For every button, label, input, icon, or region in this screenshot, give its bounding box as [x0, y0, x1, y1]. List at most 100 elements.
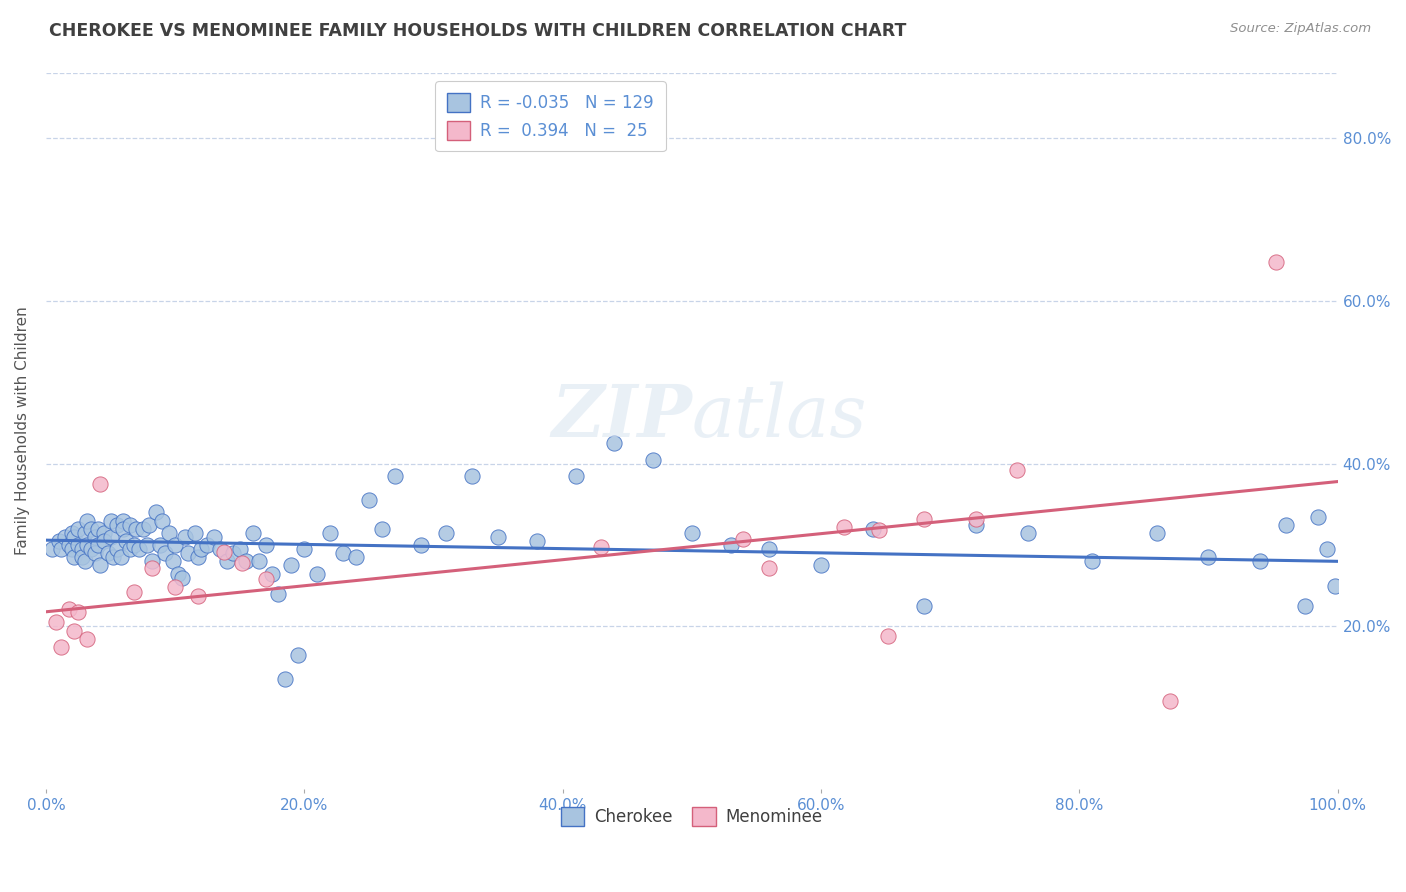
Point — [267, 587, 290, 601]
Point — [162, 554, 184, 568]
Point — [877, 629, 900, 643]
Point — [832, 520, 855, 534]
Point — [86, 538, 108, 552]
Point — [247, 554, 270, 568]
Point — [112, 514, 135, 528]
Point — [202, 530, 225, 544]
Point — [76, 514, 98, 528]
Point — [100, 530, 122, 544]
Point — [76, 538, 98, 552]
Point — [965, 517, 987, 532]
Point — [70, 550, 93, 565]
Point — [1007, 463, 1029, 477]
Point — [344, 550, 367, 565]
Point — [254, 538, 277, 552]
Point — [51, 640, 73, 654]
Point — [53, 530, 76, 544]
Point — [60, 525, 83, 540]
Point — [215, 554, 238, 568]
Point — [86, 522, 108, 536]
Point — [733, 532, 755, 546]
Point — [287, 648, 309, 662]
Point — [1081, 554, 1104, 568]
Point — [141, 554, 163, 568]
Point — [132, 522, 155, 536]
Point — [254, 572, 277, 586]
Point — [810, 558, 832, 573]
Point — [165, 538, 187, 552]
Point — [97, 546, 120, 560]
Point — [274, 673, 297, 687]
Point — [141, 561, 163, 575]
Point — [73, 554, 96, 568]
Point — [1146, 525, 1168, 540]
Point — [63, 550, 86, 565]
Point — [384, 468, 406, 483]
Point — [242, 525, 264, 540]
Point — [101, 550, 124, 565]
Point — [45, 615, 67, 630]
Point — [228, 542, 250, 557]
Point — [1017, 525, 1039, 540]
Point — [187, 550, 209, 565]
Point — [166, 566, 188, 581]
Point — [292, 542, 315, 557]
Point — [150, 514, 173, 528]
Point — [461, 468, 484, 483]
Point — [1159, 694, 1181, 708]
Point — [681, 525, 703, 540]
Point — [183, 525, 205, 540]
Point — [591, 540, 613, 554]
Point — [41, 542, 63, 557]
Point — [118, 517, 141, 532]
Point — [93, 525, 115, 540]
Point — [48, 533, 70, 548]
Point — [73, 525, 96, 540]
Point — [174, 530, 197, 544]
Point — [868, 524, 890, 538]
Point — [209, 542, 232, 557]
Point — [260, 566, 283, 581]
Point — [758, 561, 780, 575]
Point — [222, 546, 245, 560]
Point — [235, 554, 257, 568]
Point — [177, 546, 200, 560]
Point — [371, 522, 394, 536]
Point — [70, 542, 93, 557]
Text: CHEROKEE VS MENOMINEE FAMILY HOUSEHOLDS WITH CHILDREN CORRELATION CHART: CHEROKEE VS MENOMINEE FAMILY HOUSEHOLDS … — [49, 22, 907, 40]
Point — [58, 538, 80, 552]
Point — [409, 538, 432, 552]
Point — [1275, 517, 1298, 532]
Point — [145, 506, 167, 520]
Point — [93, 533, 115, 548]
Text: Source: ZipAtlas.com: Source: ZipAtlas.com — [1230, 22, 1371, 36]
Point — [76, 632, 98, 646]
Text: ZIP: ZIP — [551, 381, 692, 452]
Point — [526, 533, 548, 548]
Point — [1316, 542, 1339, 557]
Point — [67, 538, 90, 552]
Point — [105, 517, 128, 532]
Point — [115, 533, 138, 548]
Point — [486, 530, 509, 544]
Point — [105, 542, 128, 557]
Point — [89, 477, 111, 491]
Point — [67, 605, 90, 619]
Point — [153, 546, 176, 560]
Point — [63, 530, 86, 544]
Point — [758, 542, 780, 557]
Point — [122, 538, 145, 552]
Point — [89, 558, 111, 573]
Point — [332, 546, 354, 560]
Point — [1198, 550, 1220, 565]
Point — [157, 525, 180, 540]
Point — [862, 522, 884, 536]
Point — [138, 517, 160, 532]
Point — [135, 538, 157, 552]
Point — [319, 525, 342, 540]
Point — [112, 522, 135, 536]
Point — [84, 530, 107, 544]
Point — [125, 522, 148, 536]
Point — [564, 468, 586, 483]
Point — [60, 542, 83, 557]
